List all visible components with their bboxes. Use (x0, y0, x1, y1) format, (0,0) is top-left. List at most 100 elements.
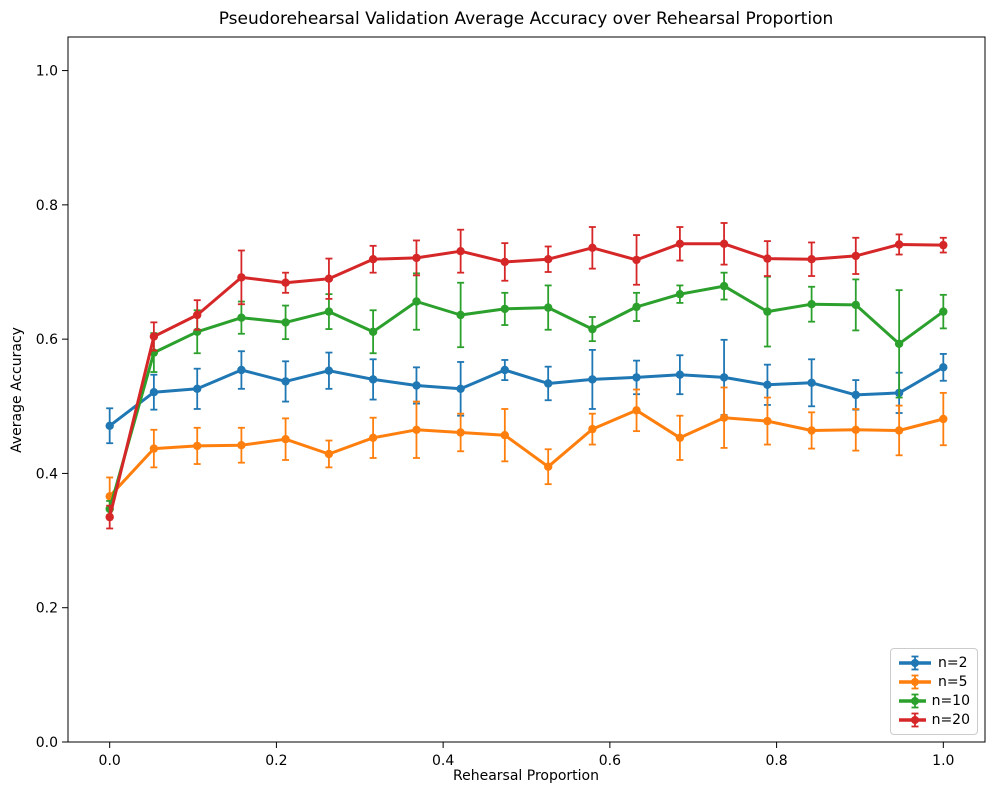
data-point (632, 373, 641, 382)
data-point (368, 327, 378, 336)
x-tick-label: 0.6 (599, 753, 621, 769)
data-point (281, 377, 290, 386)
data-point (237, 273, 246, 282)
data-point (763, 307, 772, 316)
data-point (456, 247, 465, 256)
data-point (632, 302, 641, 312)
y-axis-label: Average Accuracy (9, 327, 25, 453)
data-point (412, 253, 421, 263)
legend-item-n10: n=10 (898, 692, 970, 711)
data-point (851, 251, 860, 261)
data-point (544, 303, 553, 312)
data-point (763, 380, 772, 389)
data-point (675, 239, 685, 248)
data-point (719, 373, 729, 382)
data-point (324, 274, 334, 283)
data-point (807, 255, 816, 264)
data-point (281, 278, 290, 287)
data-point (894, 240, 904, 249)
data-point (500, 431, 509, 440)
data-point (939, 307, 948, 316)
data-point (281, 318, 290, 327)
y-tick-label: 0.0 (36, 735, 58, 751)
data-point (719, 413, 729, 422)
legend-item-n5: n=5 (898, 672, 970, 691)
data-point (675, 370, 685, 379)
data-point (412, 381, 421, 390)
legend: n=2 n=5 n=10 n=20 (890, 648, 978, 735)
data-point (324, 449, 334, 459)
data-point (719, 239, 729, 248)
data-point (807, 426, 816, 435)
data-point (500, 304, 509, 314)
errorbar-sample-icon (899, 674, 931, 690)
data-point (894, 339, 904, 348)
data-point (105, 421, 114, 430)
y-tick-label: 0.2 (36, 601, 58, 617)
data-point (807, 300, 816, 309)
data-point (412, 425, 421, 434)
y-tick-label: 0.6 (36, 332, 58, 348)
data-point (456, 384, 465, 393)
data-point (588, 424, 597, 434)
errorbar-sample-icon (899, 655, 931, 671)
data-point (851, 390, 860, 400)
data-point (939, 414, 948, 424)
data-point (149, 444, 159, 453)
data-point (149, 388, 159, 397)
data-point (894, 426, 904, 435)
y-tick-label: 1.0 (36, 64, 58, 80)
data-point (368, 433, 378, 442)
data-point (939, 363, 948, 372)
series-n=5 (105, 386, 948, 516)
data-point (588, 324, 597, 334)
data-point (807, 378, 816, 387)
data-point (763, 254, 772, 263)
data-point (939, 240, 948, 250)
y-tick-label: 0.4 (36, 466, 58, 482)
data-point (237, 441, 246, 450)
data-point (324, 366, 334, 375)
legend-item-n20: n=20 (898, 711, 970, 730)
x-tick-label: 0.4 (432, 753, 454, 769)
data-point (237, 313, 246, 322)
data-point (544, 462, 553, 471)
x-tick-label: 0.0 (99, 753, 121, 769)
y-tick-label: 0.8 (36, 198, 58, 214)
data-point (193, 441, 202, 451)
data-point (281, 435, 290, 444)
plot-border (67, 36, 986, 743)
data-point (237, 365, 246, 375)
data-point (500, 365, 509, 375)
data-point (544, 255, 553, 264)
legend-label: n=10 (931, 693, 970, 710)
data-point (149, 332, 159, 341)
data-point (105, 512, 114, 522)
data-point (193, 384, 202, 393)
data-point (456, 310, 465, 320)
data-point (763, 416, 772, 426)
data-point (368, 255, 378, 264)
data-point (500, 257, 509, 267)
legend-label: n=5 (938, 673, 968, 690)
errorbar-sample-icon (899, 693, 926, 709)
data-point (456, 428, 465, 437)
legend-item-n2: n=2 (898, 653, 970, 672)
data-point (412, 297, 421, 306)
data-point (675, 290, 685, 299)
x-tick-label: 0.2 (265, 753, 287, 769)
legend-label: n=2 (938, 654, 968, 671)
data-point (675, 433, 685, 442)
data-point (851, 425, 860, 434)
chart-title: Pseudorehearsal Validation Average Accur… (219, 9, 834, 29)
plot-area: 0.0 0.2 0.4 0.6 0.8 1.0 0.0 0.2 0.4 0.6 0.8 1.0 (36, 36, 986, 769)
series-n=20 (105, 222, 948, 530)
x-tick-label: 1.0 (932, 753, 954, 769)
data-point (588, 375, 597, 384)
data-point (588, 243, 597, 252)
x-axis-label: Rehearsal Proportion (453, 768, 599, 784)
data-point (632, 255, 641, 265)
series-n=10 (105, 271, 948, 518)
